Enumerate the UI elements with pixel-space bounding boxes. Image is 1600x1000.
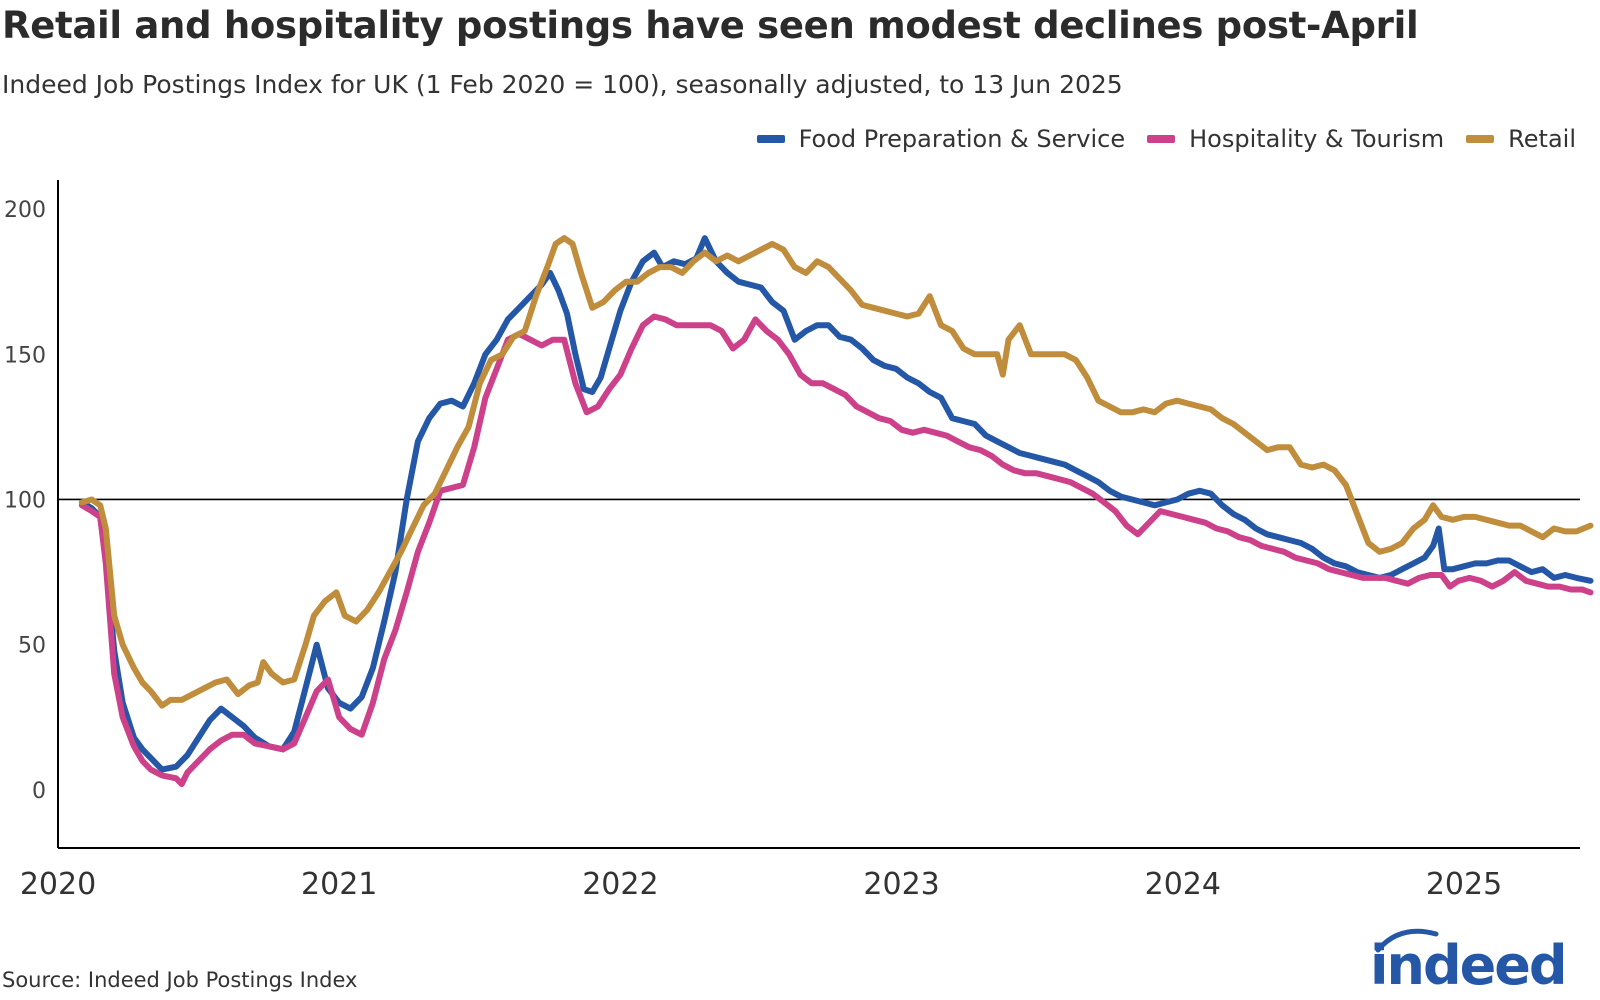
chart-title: Retail and hospitality postings have see… <box>2 4 1419 47</box>
series-line-retail <box>78 235 1594 709</box>
logo-wordmark: indeed <box>1370 934 1568 997</box>
series-lines <box>78 235 1594 788</box>
legend-item-food: Food Preparation & Service <box>756 125 1126 153</box>
legend-label-retail: Retail <box>1508 125 1576 153</box>
x-tick-label: 2023 <box>863 867 939 902</box>
source-note: Source: Indeed Job Postings Index <box>2 968 358 992</box>
legend-label-hospitality: Hospitality & Tourism <box>1189 125 1445 153</box>
indeed-logo: indeed <box>1370 928 1580 997</box>
x-tick-label: 2025 <box>1426 867 1502 902</box>
legend-item-retail: Retail <box>1466 125 1576 153</box>
logo-arc-icon <box>1375 928 1439 953</box>
y-tick-label: 0 <box>32 779 46 804</box>
y-tick-label: 150 <box>4 343 46 368</box>
y-tick-label: 50 <box>18 634 46 659</box>
x-axis-ticks: 2020 2021 2022 2023 2024 2025 <box>20 867 1502 902</box>
legend: Food Preparation & Service Hospitality &… <box>756 125 1576 153</box>
series-line-hospitality-tourism <box>78 313 1594 788</box>
legend-swatch-retail <box>1466 135 1495 143</box>
x-tick-label: 2024 <box>1145 867 1221 902</box>
legend-swatch-food <box>756 135 785 143</box>
y-tick-label: 100 <box>4 488 46 513</box>
x-tick-label: 2021 <box>301 867 377 902</box>
y-tick-label: 200 <box>4 198 46 223</box>
legend-label-food: Food Preparation & Service <box>798 125 1126 153</box>
x-tick-label: 2022 <box>582 867 658 902</box>
legend-item-hospitality: Hospitality & Tourism <box>1147 125 1444 153</box>
x-tick-label: 2020 <box>20 867 96 902</box>
series-line-food-preparation <box>78 235 1594 773</box>
y-axis-ticks: 0 50 100 150 200 <box>4 198 46 804</box>
legend-swatch-hospitality <box>1147 135 1176 143</box>
chart-subtitle: Indeed Job Postings Index for UK (1 Feb … <box>2 70 1123 99</box>
